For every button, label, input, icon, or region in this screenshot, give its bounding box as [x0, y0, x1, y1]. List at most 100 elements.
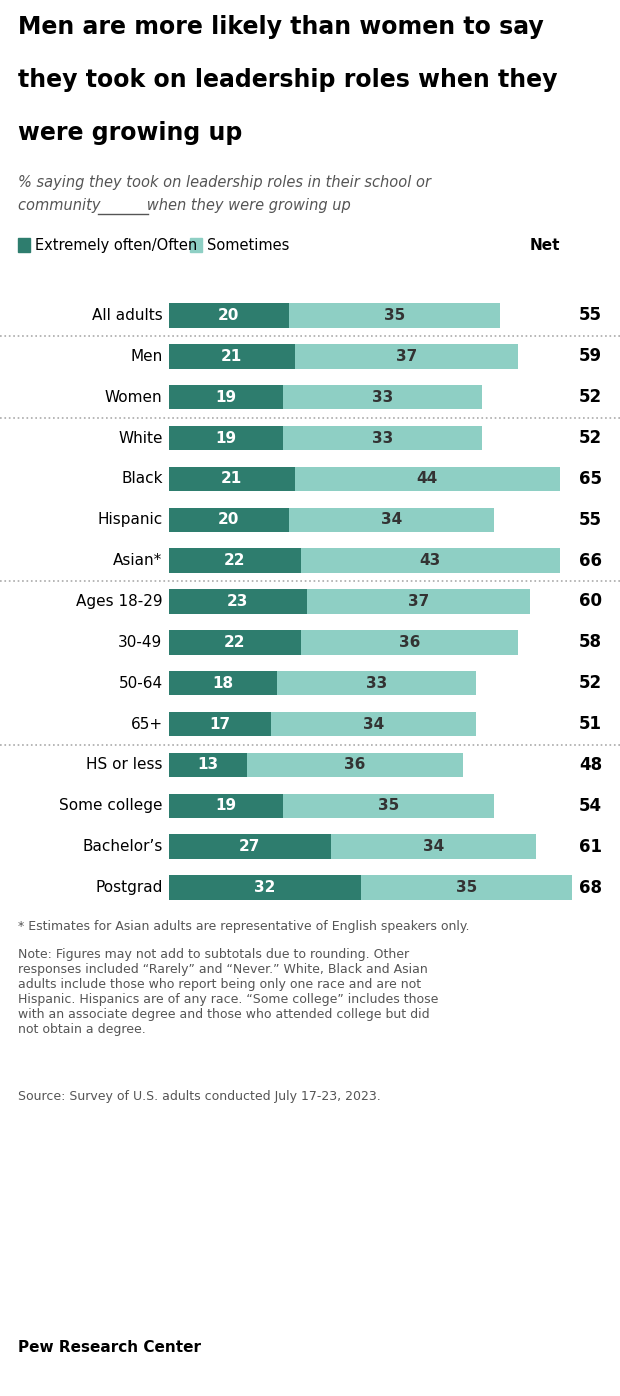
- Text: 59: 59: [579, 348, 602, 366]
- Text: 33: 33: [371, 430, 393, 445]
- Text: 33: 33: [366, 676, 387, 691]
- Text: 20: 20: [218, 512, 239, 528]
- Text: Bachelor’s: Bachelor’s: [82, 839, 162, 854]
- Text: 61: 61: [579, 838, 602, 856]
- Bar: [283, 385, 482, 409]
- Text: 60: 60: [579, 592, 602, 610]
- Text: 36: 36: [399, 635, 420, 651]
- Text: % saying they took on leadership roles in their school or: % saying they took on leadership roles i…: [18, 174, 431, 190]
- Text: 30-49: 30-49: [118, 635, 162, 651]
- Bar: [169, 466, 295, 491]
- Bar: [307, 589, 529, 614]
- Text: 50-64: 50-64: [118, 676, 162, 691]
- Text: Asian*: Asian*: [113, 553, 162, 568]
- Text: 35: 35: [384, 309, 405, 322]
- Text: 27: 27: [239, 839, 260, 854]
- Bar: [169, 630, 301, 655]
- Text: Source: Survey of U.S. adults conducted July 17-23, 2023.: Source: Survey of U.S. adults conducted …: [18, 1090, 381, 1103]
- Text: 35: 35: [378, 799, 399, 814]
- Text: 18: 18: [212, 676, 233, 691]
- Text: 51: 51: [579, 715, 602, 733]
- Text: 37: 37: [396, 349, 417, 364]
- Bar: [295, 466, 560, 491]
- Bar: [169, 385, 283, 409]
- Text: 55: 55: [579, 511, 602, 529]
- Text: Note: Figures may not add to subtotals due to rounding. Other
responses included: Note: Figures may not add to subtotals d…: [18, 948, 438, 1036]
- Text: White: White: [118, 430, 162, 445]
- Text: 35: 35: [456, 879, 477, 895]
- Text: 33: 33: [371, 389, 393, 405]
- Bar: [169, 549, 301, 572]
- Bar: [283, 793, 494, 818]
- Text: 58: 58: [579, 634, 602, 652]
- Bar: [169, 508, 289, 532]
- Text: Extremely often/Often: Extremely often/Often: [35, 237, 197, 253]
- Bar: [169, 752, 247, 778]
- Bar: [301, 549, 560, 572]
- Text: 68: 68: [579, 878, 602, 896]
- Text: were growing up: were growing up: [18, 121, 242, 145]
- Text: 55: 55: [579, 307, 602, 324]
- Text: * Estimates for Asian adults are representative of English speakers only.: * Estimates for Asian adults are represe…: [18, 920, 469, 933]
- Text: Sometimes: Sometimes: [207, 237, 290, 253]
- Text: 54: 54: [579, 797, 602, 815]
- Text: 32: 32: [254, 879, 275, 895]
- Text: 34: 34: [381, 512, 402, 528]
- Text: Women: Women: [105, 389, 162, 405]
- Text: 36: 36: [345, 758, 366, 772]
- Text: HS or less: HS or less: [86, 758, 162, 772]
- Bar: [271, 712, 476, 736]
- Text: 44: 44: [417, 472, 438, 486]
- Text: 66: 66: [579, 551, 602, 570]
- Text: 13: 13: [197, 758, 218, 772]
- Bar: [169, 712, 271, 736]
- Text: 52: 52: [579, 429, 602, 447]
- Bar: [283, 426, 482, 451]
- Text: they took on leadership roles when they: they took on leadership roles when they: [18, 68, 557, 92]
- Text: 22: 22: [224, 635, 246, 651]
- Text: 21: 21: [221, 349, 242, 364]
- Text: 34: 34: [423, 839, 444, 854]
- Text: 17: 17: [209, 716, 230, 732]
- Bar: [169, 793, 283, 818]
- Text: 52: 52: [579, 674, 602, 692]
- Text: Black: Black: [121, 472, 162, 486]
- Bar: [169, 671, 277, 695]
- Text: Ages 18-29: Ages 18-29: [76, 595, 162, 609]
- Text: 19: 19: [215, 799, 236, 814]
- Bar: [301, 630, 518, 655]
- Text: 48: 48: [579, 757, 602, 773]
- Bar: [169, 875, 361, 900]
- Text: 34: 34: [363, 716, 384, 732]
- Bar: [169, 835, 331, 859]
- Text: community          when they were growing up: community when they were growing up: [18, 198, 351, 214]
- Text: 65+: 65+: [130, 716, 162, 732]
- Bar: [295, 343, 518, 369]
- Bar: [289, 303, 500, 328]
- Text: Postgrad: Postgrad: [95, 879, 162, 895]
- Text: Some college: Some college: [59, 799, 162, 814]
- Text: 65: 65: [579, 470, 602, 487]
- Text: Hispanic: Hispanic: [97, 512, 162, 528]
- Bar: [169, 426, 283, 451]
- Bar: [331, 835, 536, 859]
- Text: 37: 37: [408, 595, 429, 609]
- Text: 22: 22: [224, 553, 246, 568]
- Text: 21: 21: [221, 472, 242, 486]
- Text: 20: 20: [218, 309, 239, 322]
- Bar: [169, 303, 289, 328]
- Text: Men are more likely than women to say: Men are more likely than women to say: [18, 15, 544, 39]
- Text: 43: 43: [420, 553, 441, 568]
- Bar: [169, 343, 295, 369]
- Bar: [289, 508, 494, 532]
- Text: Net: Net: [529, 237, 560, 253]
- Text: Men: Men: [130, 349, 162, 364]
- Text: 19: 19: [215, 430, 236, 445]
- Text: 23: 23: [227, 595, 249, 609]
- Text: All adults: All adults: [92, 309, 162, 322]
- Bar: [247, 752, 464, 778]
- Bar: [169, 589, 307, 614]
- Text: Pew Research Center: Pew Research Center: [18, 1340, 201, 1356]
- Text: 52: 52: [579, 388, 602, 406]
- Bar: [277, 671, 476, 695]
